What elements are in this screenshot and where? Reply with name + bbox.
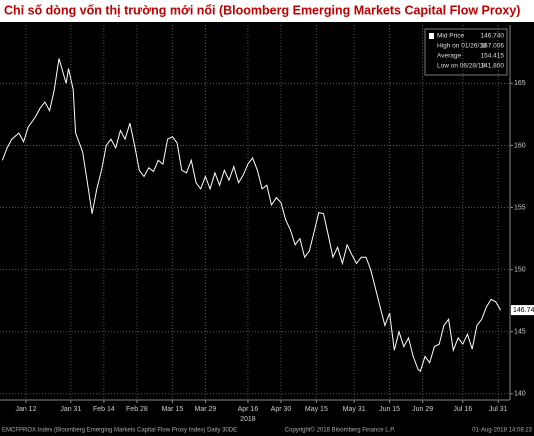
x-tick-label: Feb 14 [93, 406, 115, 413]
x-tick-label: Jun 29 [412, 406, 433, 413]
legend-value: 154.415 [481, 53, 505, 60]
legend-box [424, 28, 508, 76]
y-tick-label: 165 [514, 80, 526, 87]
legend-label: High on 01/26/18 [437, 43, 487, 50]
x-tick-label: Apr 16 [238, 406, 259, 413]
x-tick-label: Mar 15 [161, 406, 183, 413]
footer-center: Copyright© 2018 Bloomberg Finance L.P. [285, 427, 396, 434]
legend-label: Low on 06/28/18 [437, 63, 485, 70]
x-tick-label: Jun 15 [379, 406, 400, 413]
y-tick-label: 145 [514, 329, 526, 336]
legend-value: 146.740 [481, 33, 505, 40]
y-tick-label: 150 [514, 266, 526, 273]
y-tick-label: 160 [514, 142, 526, 149]
y-tick-label: 140 [514, 391, 526, 398]
y-tick-label: 155 [514, 204, 526, 211]
legend-value: 167.006 [481, 43, 505, 50]
line-series [1, 58, 502, 373]
footer-left: EMCFPROX Index (Bloomberg Emerging Marke… [2, 428, 237, 434]
legend-value: 141.800 [481, 63, 505, 70]
chart-background [0, 22, 534, 436]
x-tick-label: Jul 16 [453, 406, 472, 413]
legend-label: Mid Price [437, 33, 464, 40]
x-axis-label: 2018 [240, 416, 256, 423]
x-tick-label: May 15 [305, 406, 328, 413]
last-value-box [511, 305, 534, 316]
x-tick-label: Apr 30 [271, 406, 292, 413]
last-value-label: 146.740 [513, 307, 534, 314]
x-tick-label: Feb 28 [126, 406, 148, 413]
x-tick-label: Jan 12 [15, 406, 36, 413]
legend-label: Average [437, 53, 461, 60]
x-tick-label: Jul 31 [489, 406, 508, 413]
x-tick-label: Jan 31 [60, 406, 81, 413]
legend-swatch [429, 33, 434, 39]
x-tick-label: May 31 [343, 406, 366, 413]
x-tick-label: Mar 29 [195, 406, 217, 413]
footer-right: 01-Aug-2018 14:08:23 [472, 428, 532, 434]
chart-title: Chỉ số dòng vốn thị trường mới nổi (Bloo… [4, 3, 520, 17]
